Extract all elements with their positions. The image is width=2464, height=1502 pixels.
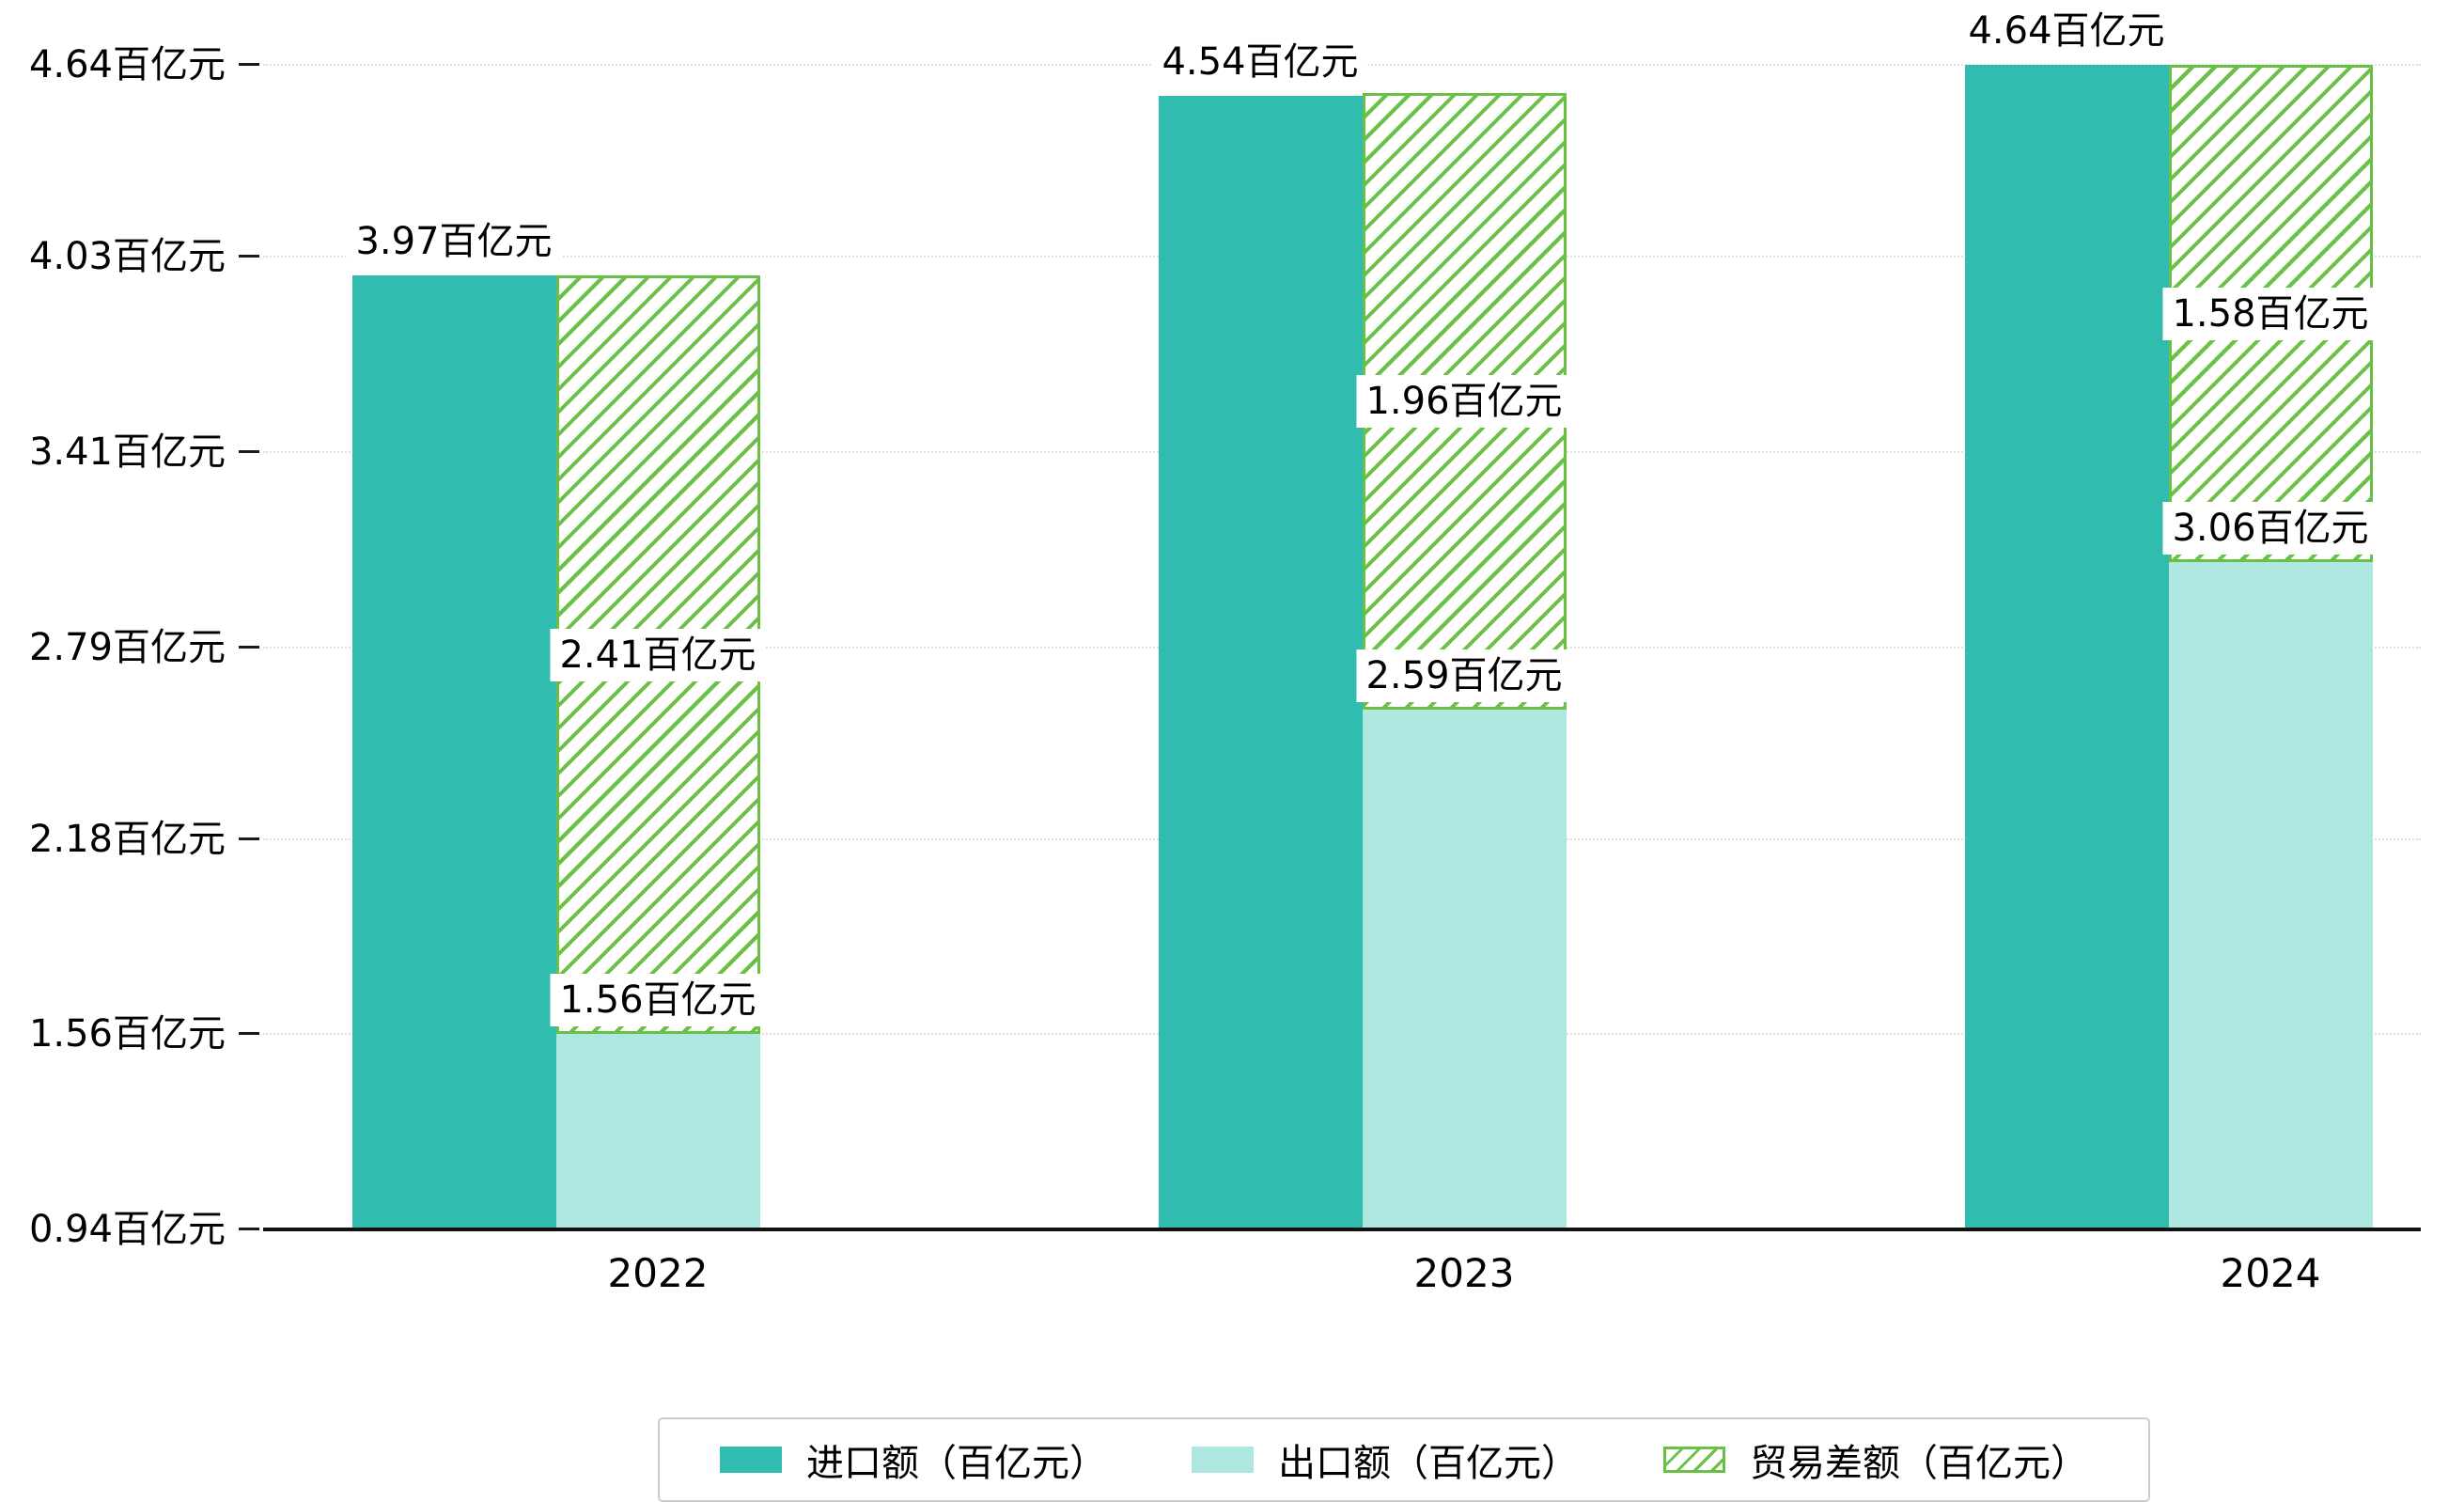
y-axis-label: 3.41百亿元 [28, 430, 226, 474]
value-label-import-2024: 4.64百亿元 [1958, 5, 2175, 57]
y-axis-tick [239, 449, 259, 453]
legend-swatch-diff [1663, 1447, 1725, 1473]
y-axis-label: 4.64百亿元 [28, 43, 226, 86]
x-axis-label-2024: 2024 [2220, 1250, 2321, 1296]
y-axis-label: 0.94百亿元 [28, 1208, 226, 1251]
bar-export-2023 [1362, 710, 1567, 1229]
value-label-diff-2022: 2.41百亿元 [550, 628, 766, 681]
y-axis-tick [239, 1228, 259, 1230]
bar-import-2023 [1158, 96, 1363, 1229]
value-label-import-2022: 3.97百亿元 [346, 215, 562, 269]
y-axis-tick [239, 645, 259, 649]
value-label-diff-2024: 1.58百亿元 [2162, 287, 2378, 340]
value-label-export-2023: 2.59百亿元 [1356, 649, 1572, 703]
value-label-import-2023: 4.54百亿元 [1152, 36, 1368, 89]
x-axis-line [263, 1228, 2421, 1231]
y-axis-tick [239, 1032, 259, 1036]
y-axis-tick [239, 837, 259, 840]
y-axis-label: 4.03百亿元 [28, 235, 226, 279]
legend-label-diff: 贸易差额（百亿元） [1750, 1442, 2088, 1485]
x-axis-label-2022: 2022 [607, 1250, 709, 1296]
bar-import-2022 [351, 275, 556, 1229]
legend: 进口额（百亿元） 出口额（百亿元） 贸易差额（百亿元） [658, 1417, 2150, 1502]
value-label-diff-2023: 1.96百亿元 [1356, 375, 1572, 429]
bar-import-2024 [1964, 65, 2169, 1229]
legend-label-import: 进口额（百亿元） [806, 1442, 1107, 1485]
x-axis-label-2023: 2023 [1413, 1250, 1515, 1296]
legend-label-export: 出口额（百亿元） [1278, 1442, 1579, 1485]
y-axis-label: 2.18百亿元 [28, 817, 226, 861]
value-label-export-2022: 1.56百亿元 [550, 974, 766, 1027]
legend-swatch-import [720, 1447, 782, 1473]
bar-export-2024 [2168, 562, 2373, 1229]
legend-item-diff: 贸易差额（百亿元） [1663, 1432, 2088, 1487]
legend-item-export: 出口额（百亿元） [1192, 1432, 1579, 1487]
y-axis-tick [239, 63, 259, 66]
value-label-export-2024: 3.06百亿元 [2162, 502, 2378, 555]
y-axis-label: 2.79百亿元 [28, 625, 226, 669]
y-axis-tick [239, 255, 259, 258]
bar-export-2022 [555, 1034, 760, 1229]
legend-item-import: 进口额（百亿元） [720, 1432, 1107, 1487]
legend-swatch-export [1192, 1447, 1254, 1473]
y-axis-label: 1.56百亿元 [28, 1012, 226, 1056]
